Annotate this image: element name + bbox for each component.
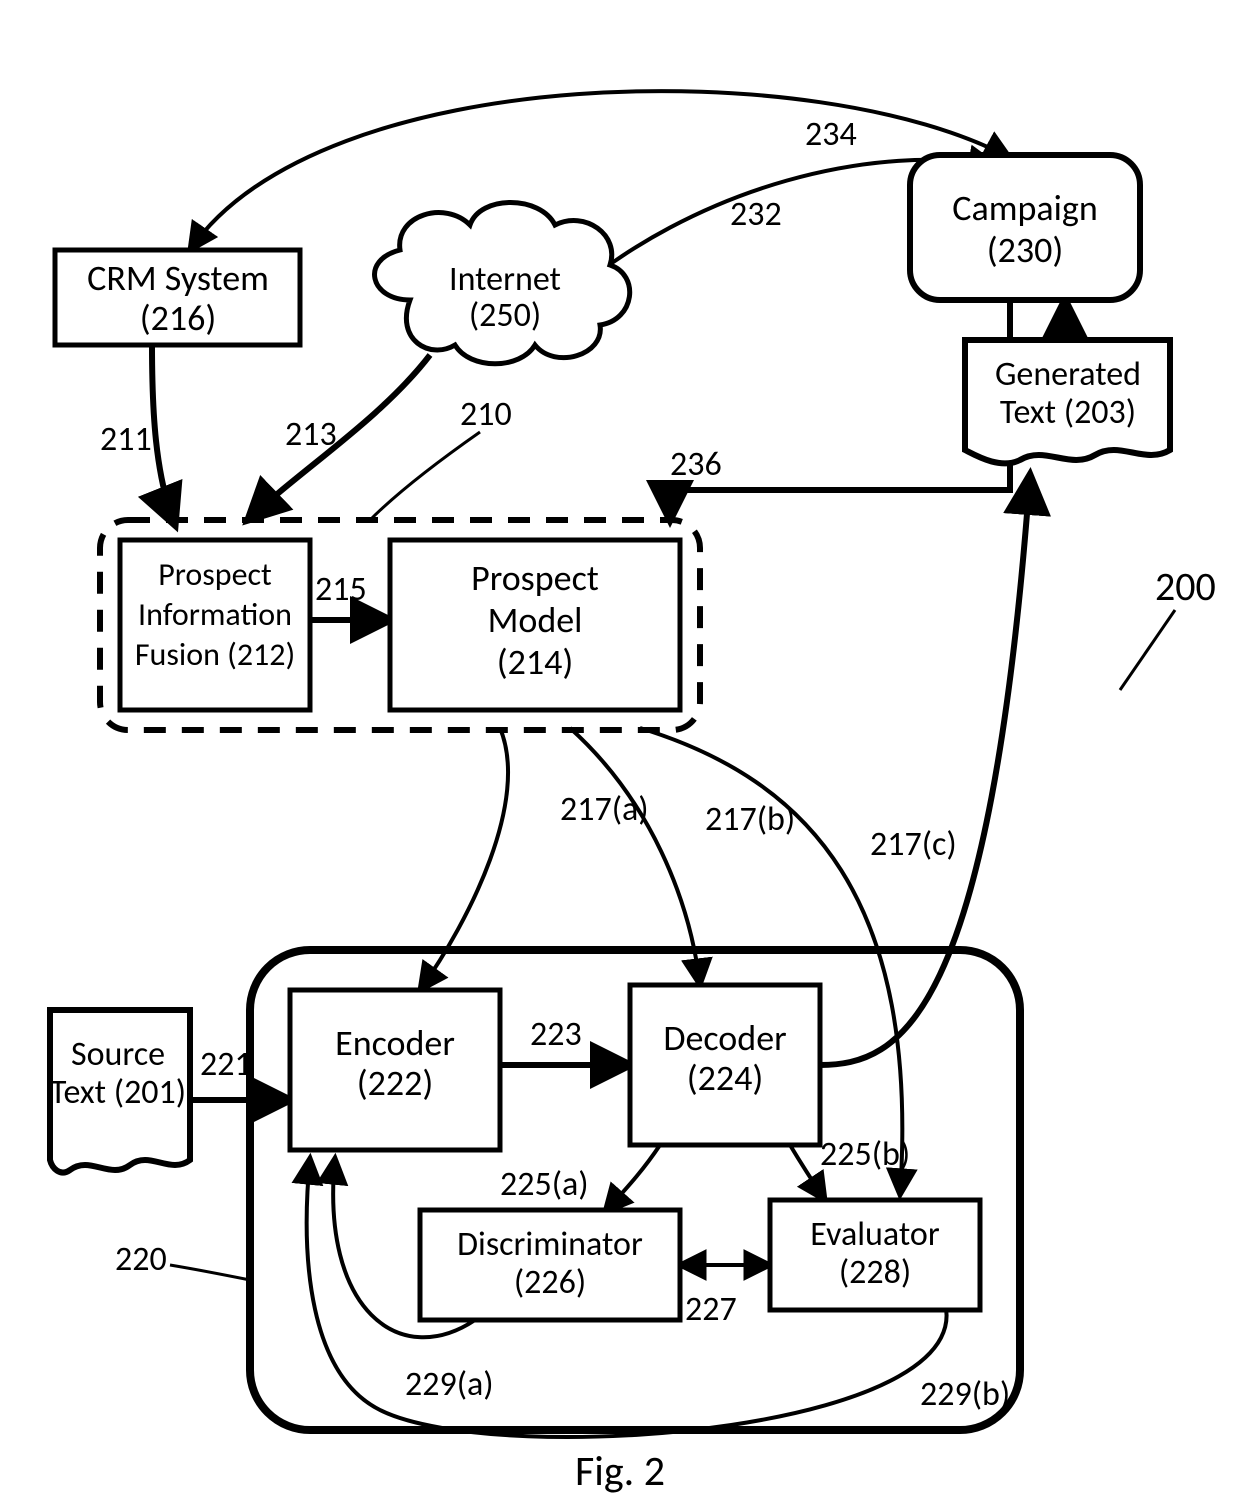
edge-229b-label: 229(b) — [920, 1374, 1010, 1415]
node-generated-text: Generated Text (203) — [965, 340, 1170, 463]
crm-label-2: (216) — [140, 296, 217, 340]
edge-227-label: 227 — [685, 1289, 737, 1330]
pif-label-2: Information — [138, 595, 292, 634]
pmodel-label-3: (214) — [497, 640, 574, 684]
edge-213 — [248, 355, 430, 520]
diagram-canvas: 211 213 215 232 234 236 221 223 217(a) 2… — [0, 0, 1240, 1505]
decoder-label-1: Decoder — [663, 1016, 786, 1060]
edge-225a-label: 225(a) — [500, 1164, 589, 1205]
edge-236 — [670, 300, 1010, 520]
internet-label-2: (250) — [469, 295, 541, 336]
edge-225a — [605, 1145, 660, 1212]
node-internet: Internet (250) — [375, 203, 630, 364]
figure-caption: Fig. 2 — [575, 1446, 665, 1497]
edge-217a-label: 217(a) — [560, 789, 649, 830]
node-prospect-model: Prospect Model (214) — [390, 540, 680, 710]
eval-label-2: (228) — [839, 1252, 911, 1293]
overall-label-200: 200 — [1155, 562, 1216, 611]
edge-223-label: 223 — [530, 1014, 582, 1055]
source-label-2: Text (201) — [50, 1072, 186, 1113]
edge-211 — [152, 345, 175, 525]
pmodel-label-1: Prospect — [471, 556, 599, 600]
edge-221-label: 221 — [200, 1044, 252, 1085]
edge-234 — [190, 91, 1010, 250]
node-evaluator: Evaluator (228) — [770, 1200, 980, 1310]
node-discriminator: Discriminator (226) — [420, 1210, 680, 1320]
encoder-label-1: Encoder — [335, 1021, 455, 1065]
pointer-200 — [1120, 610, 1175, 690]
decoder-label-2: (224) — [687, 1056, 764, 1100]
pif-label-1: Prospect — [158, 555, 272, 594]
campaign-label-2: (230) — [987, 228, 1064, 272]
pointer-220 — [170, 1265, 250, 1280]
edge-217c-label: 217(c) — [870, 824, 957, 865]
pif-label-3: Fusion (212) — [135, 635, 295, 674]
pointer-210-label: 210 — [460, 394, 512, 435]
edge-236-label: 236 — [670, 444, 722, 485]
pmodel-label-2: Model — [488, 598, 583, 642]
eval-label-1: Evaluator — [810, 1214, 940, 1255]
disc-label-2: (226) — [514, 1262, 586, 1303]
edge-232-label: 232 — [730, 194, 782, 235]
campaign-label-1: Campaign — [952, 186, 1097, 230]
edge-215-label: 215 — [315, 569, 367, 610]
node-source-text: Source Text (201) — [50, 1010, 190, 1173]
edge-213-label: 213 — [285, 414, 337, 455]
internet-label-1: Internet — [449, 259, 561, 300]
edge-211-label: 211 — [100, 419, 152, 460]
pointer-220-label: 220 — [115, 1239, 167, 1280]
edge-217b-label: 217(b) — [705, 799, 795, 840]
crm-label-1: CRM System — [87, 256, 269, 300]
edge-decoder-generated — [820, 475, 1030, 1065]
edge-225b-label: 225(b) — [820, 1134, 910, 1175]
encoder-label-2: (222) — [357, 1061, 434, 1105]
node-campaign: Campaign (230) — [910, 155, 1140, 300]
generated-label-2: Text (203) — [1000, 392, 1136, 433]
disc-label-1: Discriminator — [457, 1224, 643, 1265]
node-pif: Prospect Information Fusion (212) — [120, 540, 310, 710]
node-crm-system: CRM System (216) — [55, 250, 300, 345]
generated-label-1: Generated — [995, 354, 1141, 395]
pointer-210 — [370, 432, 480, 520]
node-encoder: Encoder (222) — [290, 990, 500, 1150]
edge-234-label: 234 — [805, 114, 857, 155]
node-decoder: Decoder (224) — [630, 985, 820, 1145]
source-label-1: Source — [71, 1034, 165, 1075]
edge-229a-label: 229(a) — [405, 1364, 494, 1405]
